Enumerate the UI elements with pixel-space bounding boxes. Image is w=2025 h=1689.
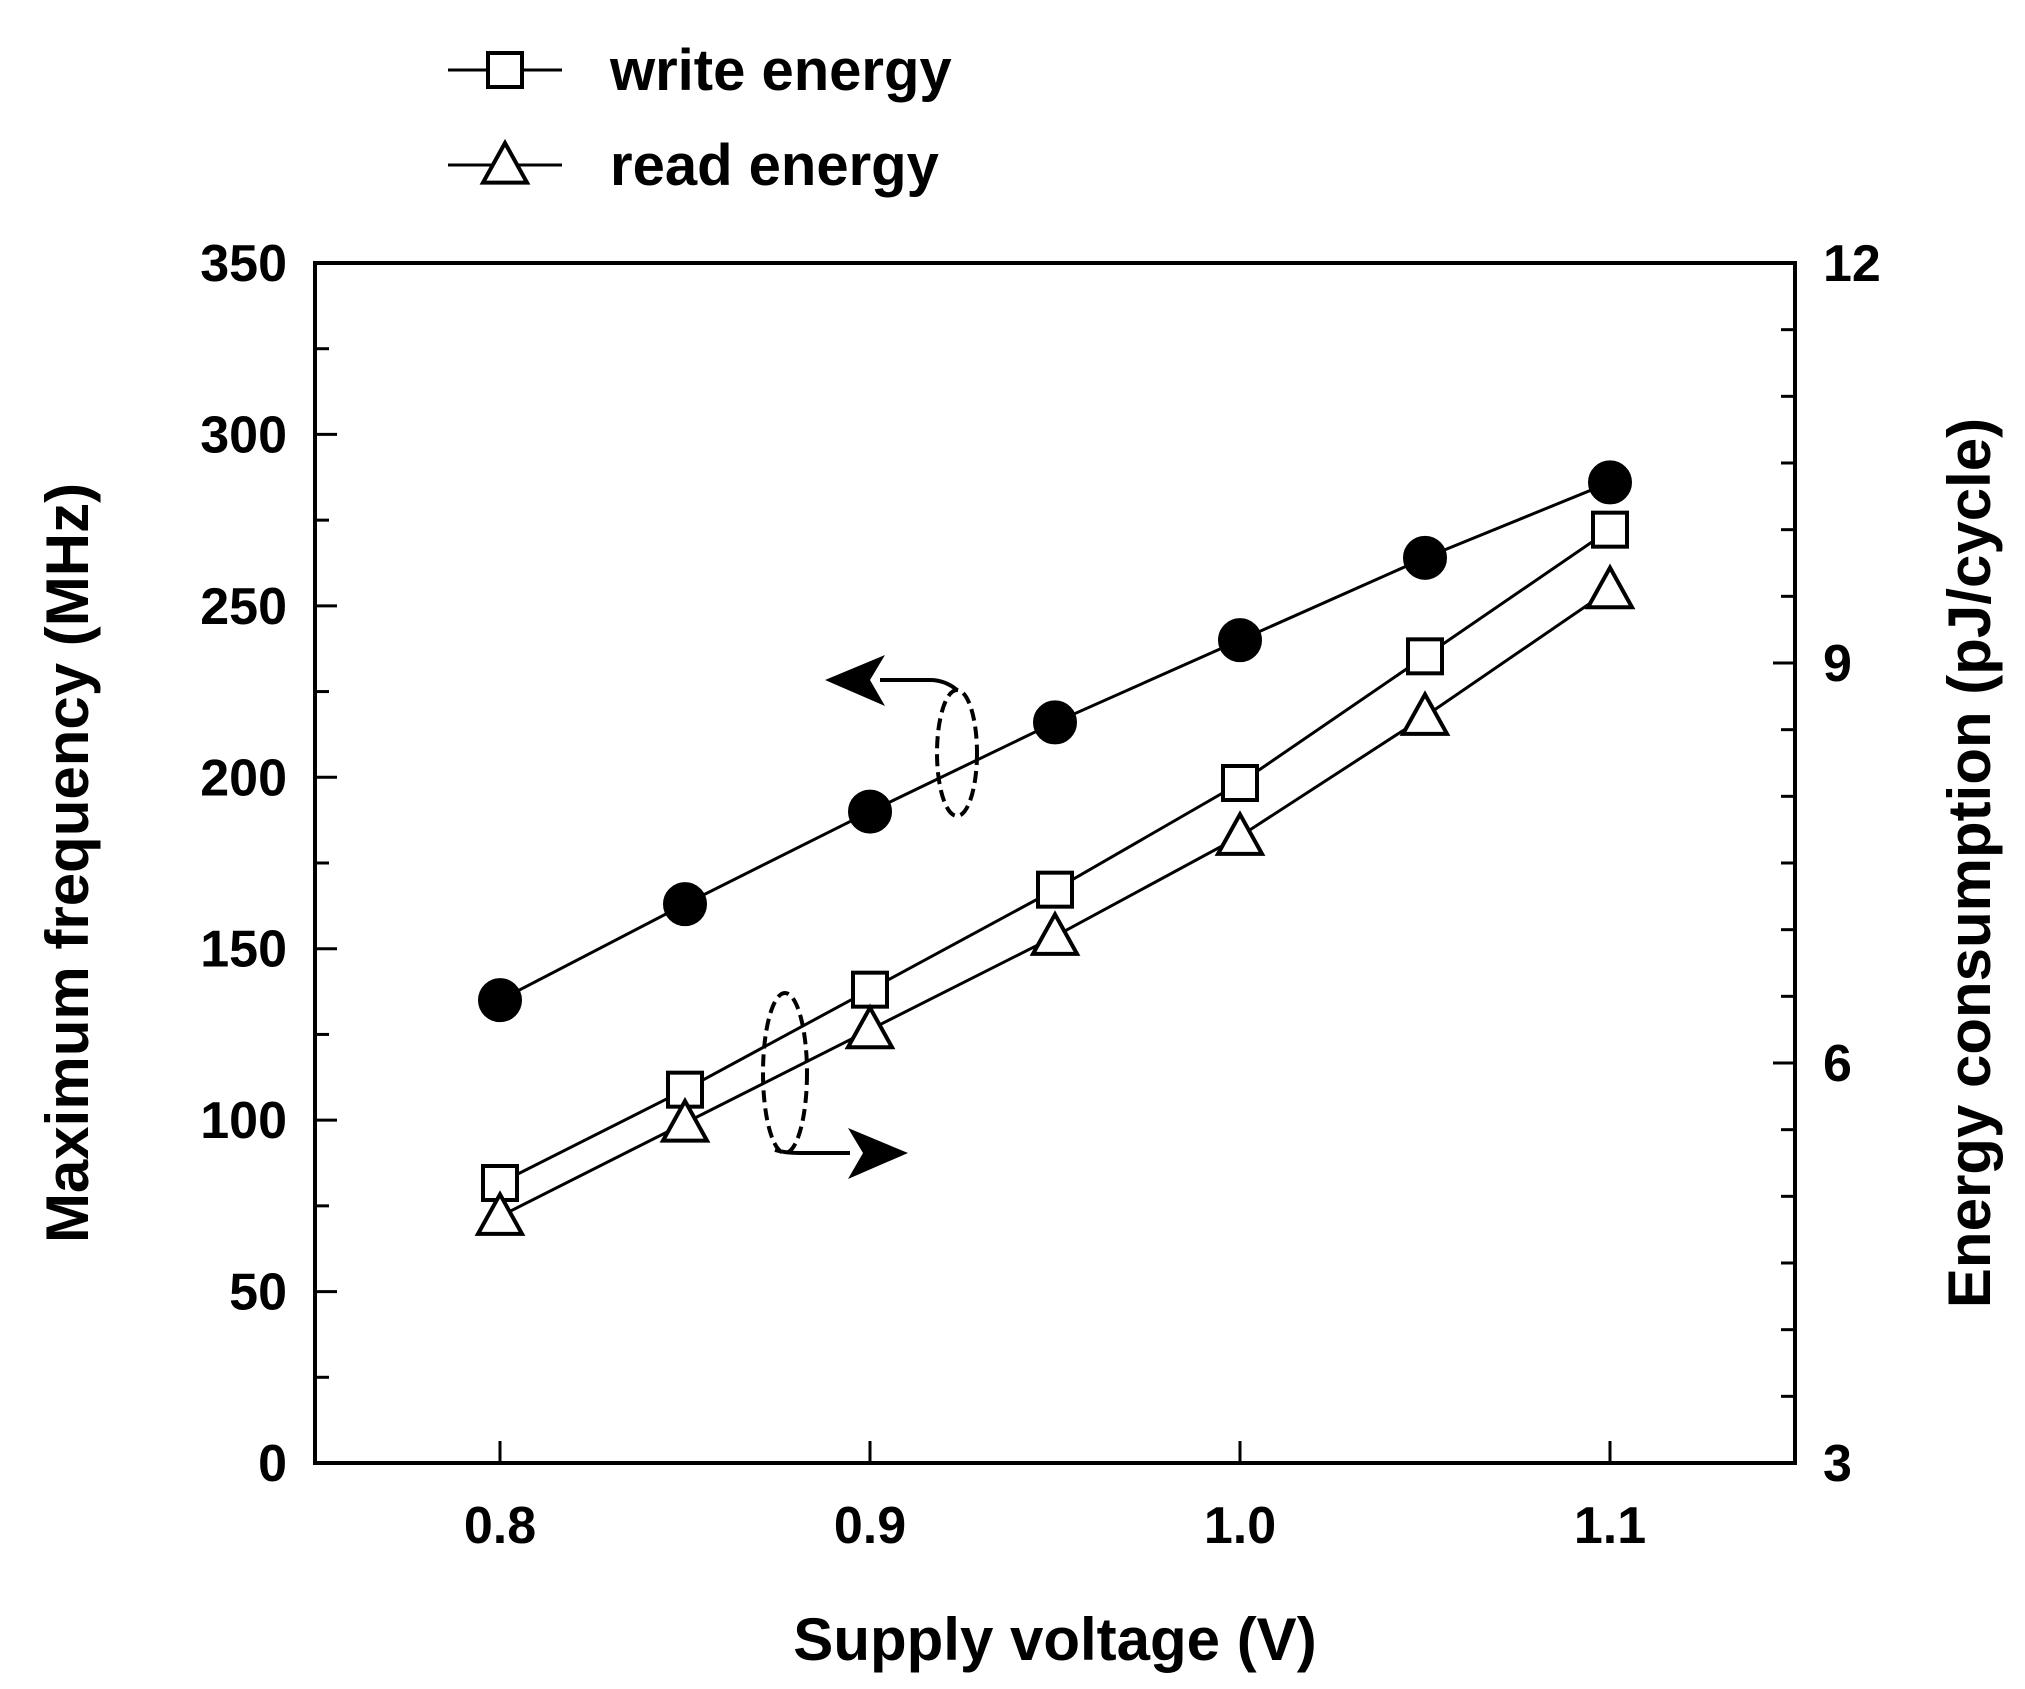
plot-frame xyxy=(313,261,1797,1465)
data-point-circle xyxy=(848,789,892,834)
x-tick-label: 1.0 xyxy=(1204,1497,1276,1555)
legend-entry: write energy xyxy=(448,38,952,103)
data-point-triangle xyxy=(844,1003,896,1050)
annotation-layer xyxy=(761,655,979,1179)
y-left-axis-title: Maximum frequency (MHz) xyxy=(34,483,101,1243)
series-write-energy xyxy=(481,510,1629,1202)
arrow-shaft xyxy=(880,678,959,692)
arrow-head xyxy=(848,1128,908,1179)
data-point-circle xyxy=(1033,700,1077,745)
legend-entry: read energy xyxy=(448,133,939,198)
y-right-axis-title: Energy consumption (pJ/cycle) xyxy=(1936,418,2003,1308)
data-point-square xyxy=(486,51,524,89)
data-point-circle xyxy=(1403,535,1447,580)
data-point-triangle xyxy=(1029,910,1081,956)
data-point-triangle xyxy=(479,138,531,185)
y-right-tick-label: 3 xyxy=(1823,1435,1852,1493)
axis-titles: Supply voltage (V) Maximum frequency (MHz… xyxy=(34,418,2003,1673)
data-point-square xyxy=(1406,637,1444,676)
legend: write energy read energy xyxy=(448,38,952,198)
legend-label: read energy xyxy=(610,133,939,198)
data-point-square xyxy=(851,970,889,1009)
series-maximum-frequency xyxy=(478,460,1632,1023)
y-left-tick-label: 200 xyxy=(200,749,287,807)
data-point-circle xyxy=(1218,618,1262,663)
arrow-shaft xyxy=(774,1148,850,1155)
plot-border xyxy=(313,261,1797,1465)
y-left-tick-label: 0 xyxy=(258,1435,287,1493)
data-point-circle xyxy=(1588,460,1632,505)
data-point-circle xyxy=(478,978,522,1023)
x-tick-label: 0.8 xyxy=(464,1497,536,1555)
y-right-tick-label: 12 xyxy=(1823,235,1881,293)
arrow-head xyxy=(825,655,885,706)
x-tick-label: 1.1 xyxy=(1574,1497,1646,1555)
y-left-tick-label: 100 xyxy=(200,1092,287,1150)
y-left-tick-label: 150 xyxy=(200,921,287,979)
series-layer xyxy=(474,460,1636,1236)
arrow-right-annotation xyxy=(761,991,908,1179)
x-axis-title: Supply voltage (V) xyxy=(793,1606,1316,1673)
data-point-triangle xyxy=(1214,810,1266,856)
data-point-square xyxy=(1221,764,1259,802)
y-left-tick-label: 350 xyxy=(200,235,287,293)
data-point-triangle xyxy=(659,1096,711,1143)
y-right-tick-label: 6 xyxy=(1823,1035,1852,1093)
dashed-ellipse xyxy=(935,688,979,818)
y-left-tick-label: 250 xyxy=(200,578,287,636)
legend-label: write energy xyxy=(609,38,952,103)
data-point-triangle xyxy=(1584,563,1636,610)
data-point-circle xyxy=(663,882,707,927)
data-point-square xyxy=(1036,870,1074,909)
y-left-tick-label: 50 xyxy=(229,1264,287,1322)
data-point-triangle xyxy=(1399,690,1451,736)
arrow-left-annotation xyxy=(825,655,979,818)
dashed-ellipse xyxy=(761,991,809,1155)
x-tick-label: 0.9 xyxy=(834,1497,906,1555)
y-right-tick-label: 9 xyxy=(1823,635,1852,693)
ticks: 0 50 100 150 200 250 300 350 3 6 9 12 0.8 0.9 1.0 1.1 xyxy=(200,235,1881,1555)
data-point-square xyxy=(1591,510,1629,549)
y-left-tick-label: 300 xyxy=(200,406,287,464)
data-point-triangle xyxy=(474,1190,526,1236)
series-read-energy xyxy=(474,563,1636,1236)
